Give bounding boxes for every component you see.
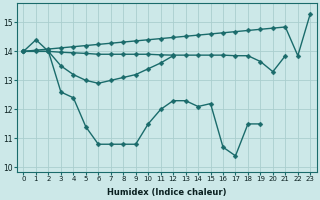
X-axis label: Humidex (Indice chaleur): Humidex (Indice chaleur) [107, 188, 227, 197]
